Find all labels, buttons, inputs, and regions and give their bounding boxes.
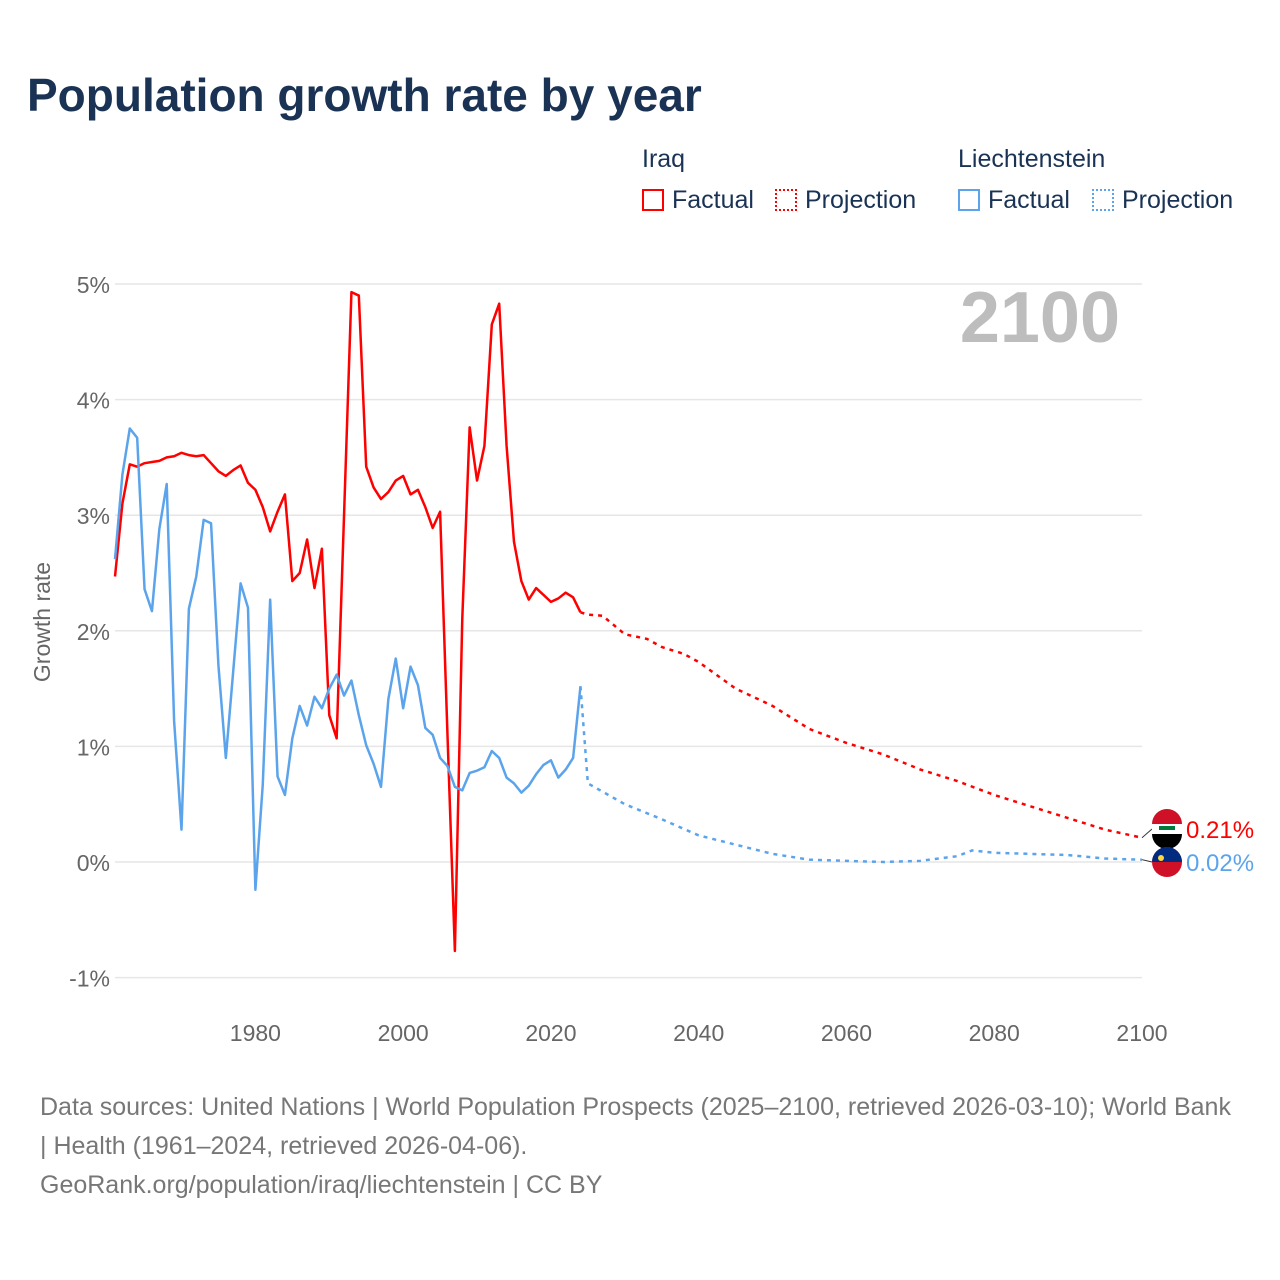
footer: Data sources: United Nations | World Pop… [40,1088,1240,1205]
x-tick-label: 2060 [821,1020,872,1046]
factual-line-liechtenstein [113,427,582,891]
legend-iraq-factual[interactable]: Factual [642,186,754,215]
data-sources: Data sources: United Nations | World Pop… [40,1093,1231,1160]
legend-label: Factual [988,186,1070,214]
legend-swatch-dotted [775,189,797,211]
legend-swatch-solid [958,189,980,211]
x-tick-label: 1980 [230,1020,281,1046]
iraq-flag-script [1159,826,1175,830]
legend-liechtenstein-projection[interactable]: Projection [1092,186,1233,215]
x-tick-label: 2100 [1116,1020,1167,1046]
liechtenstein-crown [1158,855,1164,861]
projection-line-iraq [580,611,1143,839]
legend-label: Projection [1122,186,1234,214]
legend-swatch-dotted [1092,189,1114,211]
y-tick-label: 1% [77,734,110,760]
x-tick-label: 2040 [673,1020,724,1046]
legend-iraq-projection[interactable]: Projection [775,186,916,215]
line-chart: 5% 4% 3% 2% 1% 0% -1% 1980 2000 2020 2040 2060 2080 2… [29,272,1254,1046]
x-tick-label: 2020 [525,1020,576,1046]
y-tick-label: 3% [77,503,110,529]
y-tick-label: -1% [69,966,110,992]
x-tick-label: 2080 [969,1020,1020,1046]
x-tick-label: 2000 [378,1020,429,1046]
legend-label: Factual [672,186,754,214]
iraq-flag-black [1152,834,1182,849]
y-tick-label: 0% [77,850,110,876]
y-tick-label: 4% [77,388,110,414]
y-tick-label: 2% [77,619,110,645]
y-axis-label: Growth rate [29,562,55,682]
year-label: 2100 [960,278,1120,358]
iraq-flag-red [1152,809,1182,824]
end-value-label: 0.02% [1186,850,1254,877]
leader-line [1141,828,1153,839]
legend-group-iraq: Iraq [642,145,686,173]
liechtenstein-flag-blue [1152,847,1182,862]
leader-line [1141,859,1153,863]
legend-swatch-solid [642,189,664,211]
end-value-label: 0.21% [1186,817,1254,844]
legend-label: Projection [805,186,917,214]
y-tick-label: 5% [77,272,110,298]
source-link[interactable]: GeoRank.org/population/iraq/liechtenstei… [40,1171,603,1199]
legend-group-liechtenstein: Liechtenstein [958,145,1106,173]
page-title: Population growth rate by year [27,69,702,121]
legend-liechtenstein-factual[interactable]: Factual [958,186,1070,215]
factual-line-iraq [113,290,582,953]
projection-line-liechtenstein [579,686,1143,864]
